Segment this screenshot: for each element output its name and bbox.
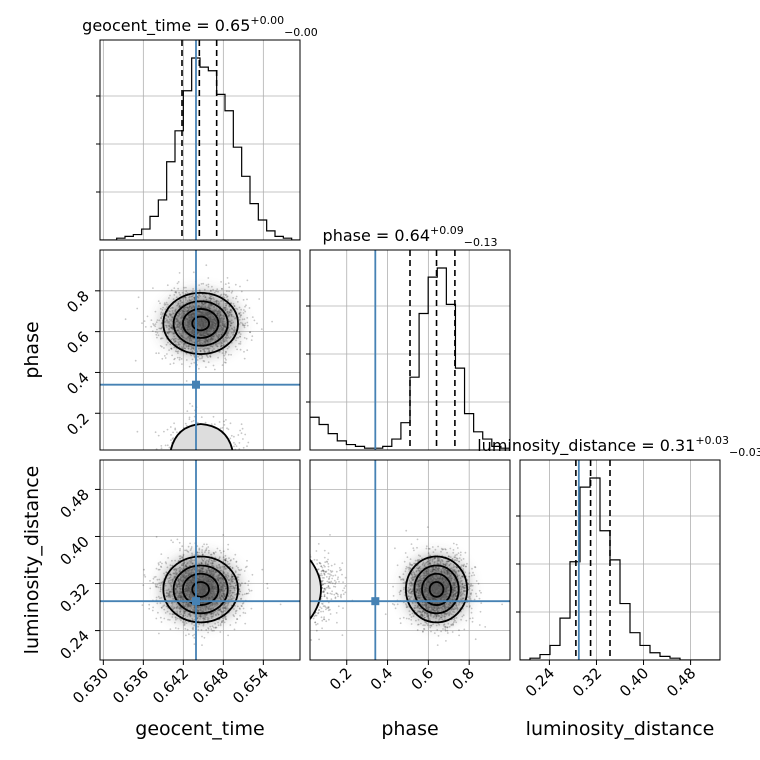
title-geocent-time-plus: +0.00	[250, 14, 284, 27]
x-tick-label: 0.2	[326, 664, 356, 694]
density-shading	[402, 553, 471, 626]
y-tick-label: 0.24	[56, 627, 92, 663]
contour-line	[191, 581, 210, 598]
contour-line	[172, 564, 229, 615]
x-tick-label: 0.24	[522, 664, 558, 700]
scatter-geocent-time-vs-phase: 0.2 0.4 0.6 0.8	[63, 249, 301, 451]
contour-line	[162, 555, 239, 624]
title-geocent-time-value: 0.65	[215, 16, 251, 35]
panel-border	[99, 39, 301, 241]
title-luminosity-distance-name: luminosity_distance	[477, 436, 636, 456]
histogram-steps	[520, 477, 720, 660]
scatter-phase-vs-luminosity-distance: 0.2 0.4 0.6 0.8	[309, 459, 511, 694]
histogram-luminosity-distance: 0.24 0.32 0.40 0.48	[516, 459, 721, 700]
title-phase-name: phase	[323, 226, 371, 245]
contour-line	[162, 291, 239, 355]
title-geocent-time-name: geocent_time	[82, 16, 191, 36]
x-tick-label: 0.6	[408, 664, 438, 694]
truth-marker	[371, 597, 380, 606]
x-axis-label-phase: phase	[381, 718, 438, 740]
panel-border	[519, 459, 721, 661]
title-luminosity-distance-plus: +0.03	[695, 434, 729, 447]
x-tick-label: 0.32	[569, 664, 605, 700]
x-tick-label: 0.642	[149, 664, 192, 707]
histogram-geocent-time	[96, 39, 301, 241]
title-luminosity-distance-minus: −0.03	[729, 446, 760, 459]
contour-line	[182, 572, 220, 606]
contour-line	[428, 581, 445, 598]
y-tick-label: 0.40	[56, 533, 92, 569]
contour-line	[191, 315, 210, 332]
title-phase-plus: +0.09	[430, 224, 464, 237]
contour-line	[413, 564, 460, 615]
x-tick-label: 0.48	[663, 664, 699, 700]
density-shading	[159, 553, 242, 626]
title-phase-value: 0.64	[394, 226, 430, 245]
title-phase: phase = 0.64+0.09−0.13	[323, 224, 498, 249]
y-axis-label-phase: phase	[21, 321, 43, 378]
panel-border	[99, 249, 301, 451]
contour-line	[172, 300, 229, 347]
y-tick-label: 0.6	[63, 328, 93, 358]
truth-marker	[192, 380, 200, 389]
title-geocent-time-minus: −0.00	[284, 26, 318, 39]
y-tick-label: 0.4	[63, 369, 93, 399]
y-axis-label-luminosity-distance: luminosity_distance	[21, 466, 43, 655]
title-luminosity-distance: luminosity_distance = 0.31+0.03−0.03	[477, 434, 760, 459]
contour-line	[182, 308, 220, 339]
title-phase-minus: −0.13	[464, 236, 498, 249]
contour-line	[421, 572, 452, 606]
contour-line	[310, 559, 322, 620]
panel-border	[309, 459, 511, 661]
x-tick-label: 0.8	[448, 664, 478, 694]
contour-line	[405, 555, 469, 624]
panel-border	[99, 459, 301, 661]
histogram-phase	[306, 249, 511, 451]
x-tick-label: 0.636	[109, 664, 152, 707]
panel-border	[309, 249, 511, 451]
histogram-steps	[310, 267, 510, 449]
y-tick-label: 0.2	[63, 409, 93, 439]
density-shading	[159, 289, 242, 358]
x-tick-label: 0.654	[229, 664, 272, 707]
y-tick-label: 0.48	[56, 486, 92, 522]
histogram-steps	[100, 57, 300, 240]
x-axis-label-geocent-time: geocent_time	[135, 718, 264, 740]
x-tick-label: 0.630	[69, 664, 112, 707]
title-luminosity-distance-value: 0.31	[660, 436, 696, 455]
title-geocent-time: geocent_time = 0.65+0.00−0.00	[82, 14, 318, 39]
scatter-geocent-time-vs-luminosity-distance: 0.24 0.32 0.40 0.48 0.6300.6360.6420.6480.65…	[56, 459, 301, 707]
x-tick-label: 0.648	[189, 664, 232, 707]
x-tick-label: 0.4	[367, 664, 397, 694]
y-tick-label: 0.8	[63, 287, 93, 317]
truth-marker	[192, 597, 200, 606]
y-tick-label: 0.32	[56, 580, 92, 616]
x-tick-label: 0.40	[616, 664, 652, 700]
x-axis-label-luminosity-distance: luminosity_distance	[526, 718, 715, 740]
contour-line	[169, 423, 234, 450]
